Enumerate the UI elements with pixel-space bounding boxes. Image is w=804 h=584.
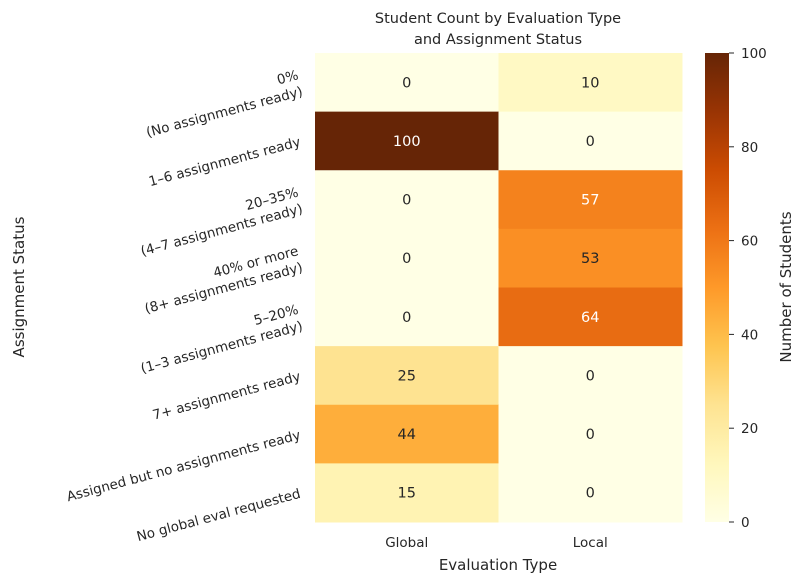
y-tick-label-line: (1–3 assignments ready) [139,318,304,377]
y-tick-label-line: 1–6 assignments ready [147,134,302,190]
x-tick-label: Local [573,535,608,551]
heatmap-cell [498,170,683,230]
heatmap-cell [315,53,499,113]
x-tick-labels: Global Local [385,535,608,551]
heatmap-cell [498,228,683,288]
y-tick-label: 7+ assignments ready [151,369,302,424]
y-tick-label-line: No global eval requested [135,486,302,545]
colorbar-tick-label: 60 [741,234,758,250]
cell-value-label: 0 [586,427,595,443]
cell-value-label: 15 [398,486,416,502]
heatmap-cell [315,170,499,230]
cell-value-label: 53 [581,251,599,267]
cell-value-label: 100 [393,134,421,150]
y-tick-label: No global eval requested [135,486,302,545]
heatmap-cell [315,228,499,288]
cell-value-label: 44 [398,427,416,443]
chart-title-line: Student Count by Evaluation Type [375,11,621,27]
colorbar: 0 20 40 60 80 100 Number of Students [705,46,795,531]
chart-title-line: and Assignment Status [414,32,582,48]
heatmap-cell [315,111,499,171]
y-tick-label-line: (No assignments ready) [144,84,304,141]
cell-value-label: 0 [586,486,595,502]
colorbar-label: Number of Students [777,211,795,362]
colorbar-tick-label: 0 [741,515,750,531]
heatmap-cell [498,346,683,406]
y-tick-labels: 0%(No assignments ready)1–6 assignments … [65,67,305,545]
y-tick-label-line: 7+ assignments ready [151,369,302,424]
colorbar-tick-label: 20 [741,421,758,437]
x-axis-label: Evaluation Type [439,556,557,574]
cell-value-label: 0 [402,310,411,326]
y-axis-label: Assignment Status [10,216,28,357]
y-tick-label: 1–6 assignments ready [147,134,302,190]
heatmap-cell [315,287,499,347]
chart-title: Student Count by Evaluation Type and Ass… [375,11,621,48]
cell-value-label: 64 [581,310,599,326]
colorbar-tick-label: 100 [741,46,767,62]
cell-value-label: 0 [586,368,595,384]
y-tick-label-line: 0% [275,67,300,88]
y-tick-label: 0%(No assignments ready) [144,67,304,141]
heatmap-cells: 0 10 100 0 0 57 0 53 0 64 25 0 44 0 15 0 [315,53,683,523]
heatmap-cell [498,53,683,113]
heatmap-cell [498,404,683,464]
heatmap-cell [315,463,499,523]
colorbar-gradient [705,53,729,522]
cell-value-label: 0 [402,251,411,267]
x-tick-label: Global [385,535,428,551]
cell-value-label: 0 [586,134,595,150]
cell-value-label: 0 [402,193,411,209]
colorbar-tick-label: 80 [741,140,758,156]
cell-value-label: 57 [581,193,599,209]
heatmap-cell [498,111,683,171]
cell-value-label: 10 [581,75,599,91]
cell-value-label: 0 [402,75,411,91]
heatmap-cell [315,346,499,406]
colorbar-tick-label: 40 [741,327,758,343]
heatmap-cell [498,463,683,523]
heatmap-cell [498,287,683,347]
colorbar-ticks: 0 20 40 60 80 100 [729,46,767,531]
cell-value-label: 25 [398,368,416,384]
heatmap-cell [315,404,499,464]
